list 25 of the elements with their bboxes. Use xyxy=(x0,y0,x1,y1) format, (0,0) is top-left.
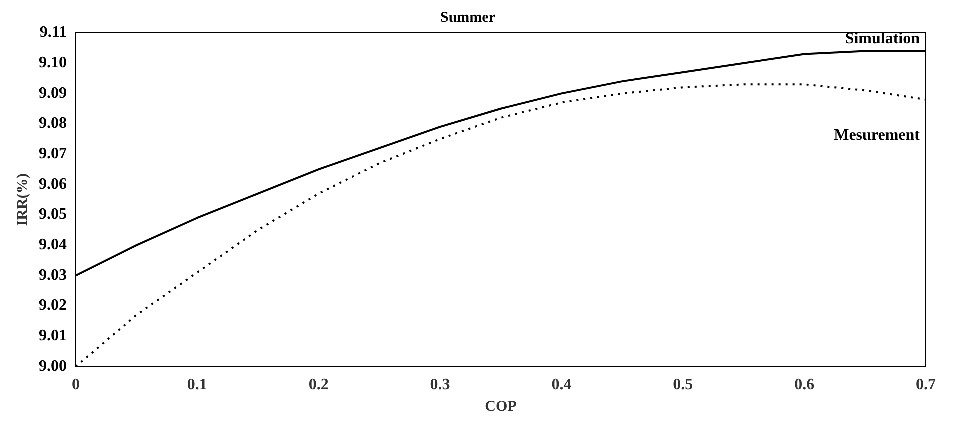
series-label: Mesurement xyxy=(834,126,921,144)
y-tick-label: 9.11 xyxy=(40,24,67,42)
x-axis-title: COP xyxy=(485,398,517,415)
chart-title: Summer xyxy=(440,10,496,26)
x-tick-label: 0.5 xyxy=(673,376,694,394)
y-tick-label: 9.00 xyxy=(39,358,67,375)
x-tick-label: 0.2 xyxy=(308,376,329,394)
x-tick-label: 0 xyxy=(72,376,80,394)
y-tick-label: 9.10 xyxy=(39,54,67,72)
y-tick-label: 9.02 xyxy=(39,297,67,314)
y-tick-label: 9.08 xyxy=(39,115,67,132)
y-tick-label: 9.03 xyxy=(39,266,67,284)
x-tick-label: 0.7 xyxy=(916,376,936,394)
series-label: Simulation xyxy=(845,30,920,48)
y-tick-label: 9.01 xyxy=(39,328,67,345)
y-tick-label: 9.04 xyxy=(39,236,67,254)
x-tick-label: 0.3 xyxy=(430,376,450,394)
y-axis-title: IRR(%) xyxy=(14,174,31,226)
x-tick-label: 0.6 xyxy=(794,376,815,394)
x-tick-label: 0.4 xyxy=(552,376,572,394)
y-tick-label: 9.05 xyxy=(39,206,67,224)
y-tick-label: 9.06 xyxy=(39,176,67,193)
y-tick-label: 9.07 xyxy=(39,146,67,163)
y-tick-label: 9.09 xyxy=(39,84,67,102)
x-tick-label: 0.1 xyxy=(187,376,208,394)
